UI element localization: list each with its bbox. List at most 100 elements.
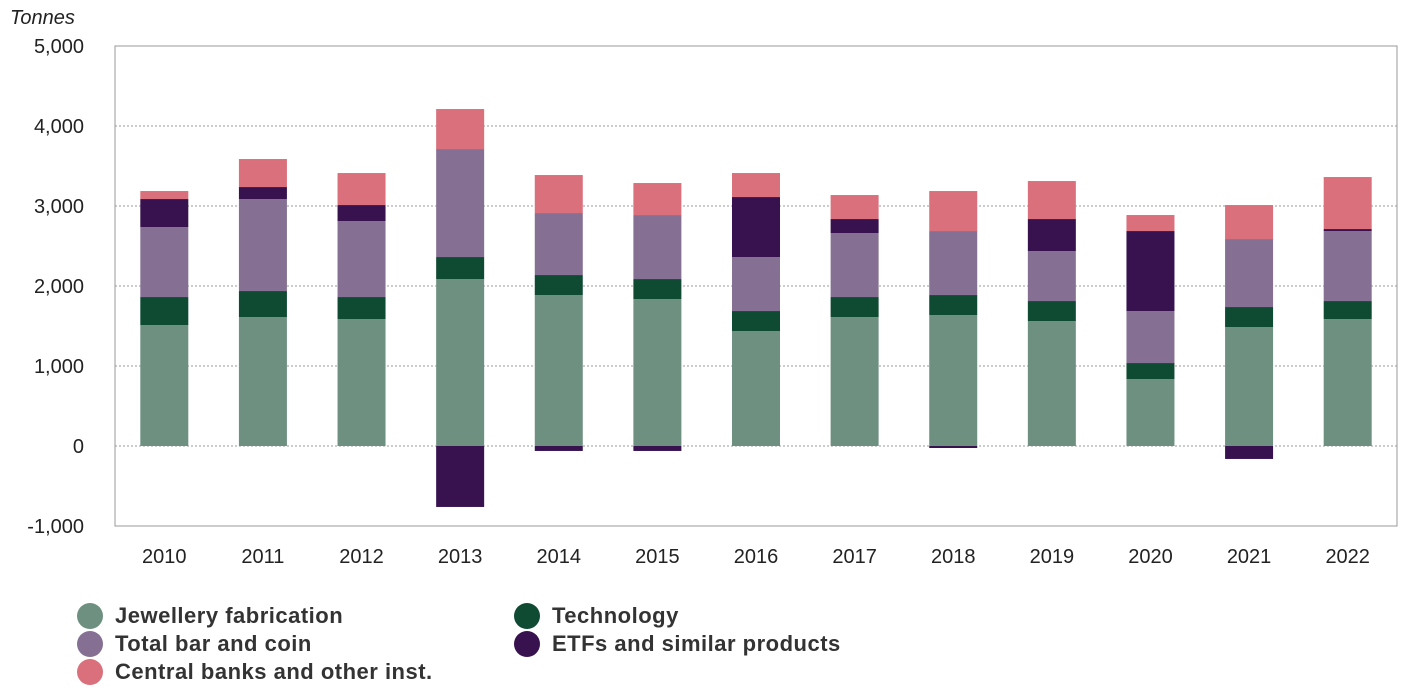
bar-segment-total-bar-and-coin-2010 xyxy=(140,227,189,298)
x-tick-label: 2013 xyxy=(438,546,483,568)
bar-segment-total-bar-and-coin-2012 xyxy=(337,221,386,298)
bar-segment-etfs-and-similar-products-2020 xyxy=(1126,231,1175,312)
bar-segment-etfs-and-similar-products-2018 xyxy=(929,446,978,448)
x-tick-label: 2019 xyxy=(1030,546,1075,568)
x-tick-label: 2017 xyxy=(832,546,877,568)
bar-segment-jewellery-fabrication-2020 xyxy=(1126,379,1175,446)
bar-segment-total-bar-and-coin-2011 xyxy=(238,199,287,292)
bar-segment-jewellery-fabrication-2010 xyxy=(140,325,189,446)
bar-segment-jewellery-fabrication-2018 xyxy=(929,315,978,446)
x-tick-label: 2010 xyxy=(142,546,187,568)
bar-segment-technology-2012 xyxy=(337,297,386,320)
bar-segment-central-banks-and-other-inst--2021 xyxy=(1225,205,1274,240)
bar-segment-jewellery-fabrication-2019 xyxy=(1027,321,1076,446)
bar-segment-technology-2018 xyxy=(929,295,978,316)
bar-segment-technology-2021 xyxy=(1225,307,1274,328)
bar-segment-total-bar-and-coin-2020 xyxy=(1126,311,1175,364)
bar-segment-technology-2019 xyxy=(1027,301,1076,322)
y-tick-label: 5,000 xyxy=(34,36,84,58)
bar-segment-total-bar-and-coin-2017 xyxy=(830,233,879,298)
bar-segment-central-banks-and-other-inst--2022 xyxy=(1323,177,1372,230)
bar-segment-total-bar-and-coin-2019 xyxy=(1027,251,1076,302)
y-tick-label: 0 xyxy=(73,436,84,458)
bar-segment-jewellery-fabrication-2014 xyxy=(534,295,583,446)
x-tick-label: 2022 xyxy=(1325,546,1370,568)
legend-item-jewellery: Jewellery fabrication xyxy=(77,603,343,629)
bar-segment-central-banks-and-other-inst--2017 xyxy=(830,195,879,220)
y-axis-unit-label: Tonnes xyxy=(10,7,75,29)
legend-label: Technology xyxy=(552,603,679,628)
x-tick-label: 2016 xyxy=(734,546,779,568)
bar-segment-central-banks-and-other-inst--2019 xyxy=(1027,181,1076,220)
bar-segment-jewellery-fabrication-2013 xyxy=(436,279,485,446)
bar-segment-central-banks-and-other-inst--2015 xyxy=(633,183,682,216)
legend-item-central-banks: Central banks and other inst. xyxy=(77,659,433,685)
legend-swatch xyxy=(77,659,103,685)
x-tick-label: 2012 xyxy=(339,546,384,568)
y-tick-label: 2,000 xyxy=(34,276,84,298)
bar-segment-etfs-and-similar-products-2011 xyxy=(238,187,287,200)
bar-segment-jewellery-fabrication-2012 xyxy=(337,319,386,446)
bar-segment-technology-2017 xyxy=(830,297,879,318)
x-tick-label: 2018 xyxy=(931,546,976,568)
y-tick-label: 1,000 xyxy=(34,356,84,378)
legend-label: Central banks and other inst. xyxy=(115,659,433,684)
bar-segment-total-bar-and-coin-2015 xyxy=(633,215,682,280)
bar-segment-technology-2016 xyxy=(732,311,780,332)
bar-segment-technology-2022 xyxy=(1323,301,1372,320)
x-tick-label: 2011 xyxy=(241,546,284,568)
legend-label: ETFs and similar products xyxy=(552,631,841,656)
bar-segment-central-banks-and-other-inst--2020 xyxy=(1126,215,1175,232)
bar-segment-jewellery-fabrication-2017 xyxy=(830,317,879,446)
bar-segment-central-banks-and-other-inst--2012 xyxy=(337,173,386,206)
bar-segment-central-banks-and-other-inst--2014 xyxy=(534,175,583,214)
bar-segment-total-bar-and-coin-2013 xyxy=(436,149,485,258)
bar-segment-technology-2010 xyxy=(140,297,189,326)
legend-swatch xyxy=(77,603,103,629)
legend-swatch xyxy=(514,603,540,629)
legend-label: Jewellery fabrication xyxy=(115,603,344,628)
bar-segment-total-bar-and-coin-2018 xyxy=(929,231,978,296)
bar-segment-jewellery-fabrication-2021 xyxy=(1225,327,1274,446)
bar-segment-total-bar-and-coin-2014 xyxy=(534,213,583,276)
legend-label: Total bar and coin xyxy=(115,631,312,656)
bar-segment-total-bar-and-coin-2022 xyxy=(1323,231,1372,302)
bar-segment-central-banks-and-other-inst--2011 xyxy=(238,159,287,188)
x-tick-label: 2014 xyxy=(537,546,582,568)
y-tick-label: 4,000 xyxy=(34,116,84,138)
bar-segment-jewellery-fabrication-2016 xyxy=(732,331,780,446)
legend-item-technology: Technology xyxy=(514,603,679,629)
bar-segment-etfs-and-similar-products-2014 xyxy=(534,446,583,451)
bar-segment-etfs-and-similar-products-2021 xyxy=(1225,446,1274,459)
bar-segment-technology-2013 xyxy=(436,257,485,280)
y-tick-label: -1,000 xyxy=(27,516,84,538)
bar-segment-jewellery-fabrication-2015 xyxy=(633,299,682,446)
bar-segment-technology-2015 xyxy=(633,279,682,300)
bar-segment-technology-2011 xyxy=(238,291,287,318)
bar-segment-etfs-and-similar-products-2022 xyxy=(1323,229,1372,232)
bar-segment-central-banks-and-other-inst--2010 xyxy=(140,191,189,200)
plot-border xyxy=(114,45,1398,527)
bar-segment-technology-2020 xyxy=(1126,363,1175,380)
bar-segment-etfs-and-similar-products-2019 xyxy=(1027,219,1076,252)
bar-segment-central-banks-and-other-inst--2013 xyxy=(436,109,485,150)
bar-segment-total-bar-and-coin-2016 xyxy=(732,257,780,312)
x-tick-label: 2020 xyxy=(1128,546,1173,568)
x-tick-label: 2015 xyxy=(635,546,680,568)
bar-segment-etfs-and-similar-products-2015 xyxy=(633,446,682,451)
legend-item-bar-coin: Total bar and coin xyxy=(77,631,312,657)
legend-swatch xyxy=(77,631,103,657)
legend-swatch xyxy=(514,631,540,657)
bar-segment-total-bar-and-coin-2021 xyxy=(1225,239,1274,308)
bar-segment-jewellery-fabrication-2022 xyxy=(1323,319,1372,446)
bar-segment-etfs-and-similar-products-2017 xyxy=(830,219,879,234)
bar-segment-etfs-and-similar-products-2016 xyxy=(732,197,780,258)
legend-item-etfs: ETFs and similar products xyxy=(514,631,841,657)
y-tick-label: 3,000 xyxy=(34,196,84,218)
bar-segment-etfs-and-similar-products-2012 xyxy=(337,205,386,222)
bar-segment-etfs-and-similar-products-2010 xyxy=(140,199,189,228)
bar-segment-technology-2014 xyxy=(534,275,583,296)
bar-segment-etfs-and-similar-products-2013 xyxy=(436,446,485,507)
bar-segment-central-banks-and-other-inst--2016 xyxy=(732,173,780,198)
